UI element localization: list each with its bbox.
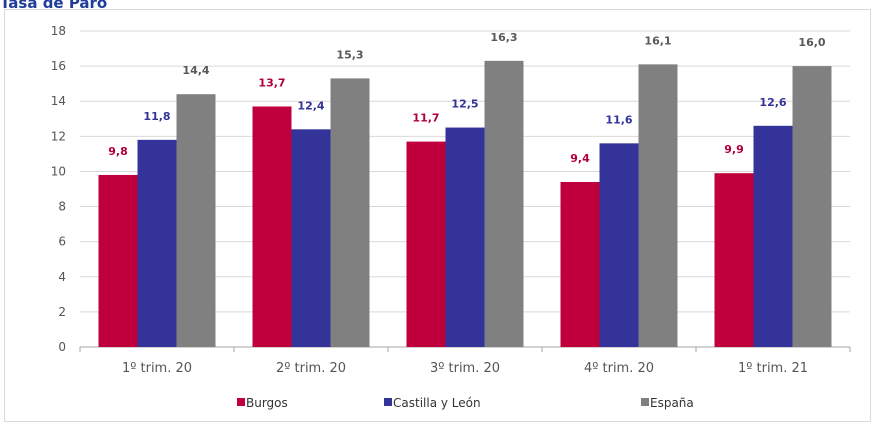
data-label: 15,3 [336, 48, 363, 61]
x-tick-label: 1º trim. 20 [122, 361, 192, 376]
data-label: 11,6 [605, 113, 632, 126]
y-tick-label: 12 [51, 129, 66, 143]
data-label: 14,4 [182, 64, 209, 77]
y-tick-label: 16 [51, 59, 66, 73]
bar [406, 141, 446, 347]
data-label: 16,3 [490, 31, 517, 44]
x-tick-label: 4º trim. 20 [584, 361, 654, 376]
y-tick-label: 18 [51, 24, 66, 38]
bar [252, 106, 292, 347]
y-tick-label: 4 [58, 270, 66, 284]
legend-label: España [650, 396, 694, 410]
data-label: 9,4 [570, 152, 590, 165]
bar [98, 174, 138, 347]
y-tick-label: 10 [51, 164, 66, 178]
legend-label: Burgos [246, 396, 288, 410]
bar [753, 125, 793, 347]
data-label: 11,7 [412, 112, 439, 125]
legend-swatch [384, 398, 392, 406]
y-tick-label: 2 [58, 305, 66, 319]
data-label: 16,0 [798, 36, 825, 49]
bar [330, 78, 370, 348]
x-tick-label: 3º trim. 20 [430, 361, 500, 376]
data-label: 12,5 [451, 98, 478, 111]
bar [714, 173, 754, 347]
legend-swatch [237, 398, 245, 406]
bar [291, 129, 331, 347]
y-tick-label: 0 [58, 340, 66, 354]
x-tick-label: 1º trim. 21 [738, 361, 808, 376]
bar [599, 143, 639, 347]
bar [176, 94, 216, 347]
bar [638, 64, 678, 347]
data-label: 13,7 [258, 76, 285, 89]
bar [445, 127, 485, 347]
data-label: 16,1 [644, 34, 671, 47]
y-tick-label: 14 [51, 94, 66, 108]
chart-frame [4, 9, 871, 422]
bar [792, 66, 832, 347]
y-tick-label: 8 [58, 200, 66, 214]
bar [560, 181, 600, 347]
legend-label: Castilla y León [393, 396, 481, 410]
bar [484, 60, 524, 347]
legend-swatch [641, 398, 649, 406]
y-tick-label: 6 [58, 235, 66, 249]
data-label: 12,6 [759, 96, 786, 109]
data-label: 12,4 [297, 99, 324, 112]
x-tick-label: 2º trim. 20 [276, 361, 346, 376]
bar [137, 139, 177, 347]
data-label: 11,8 [143, 110, 170, 123]
data-label: 9,8 [108, 145, 128, 158]
data-label: 9,9 [724, 143, 744, 156]
